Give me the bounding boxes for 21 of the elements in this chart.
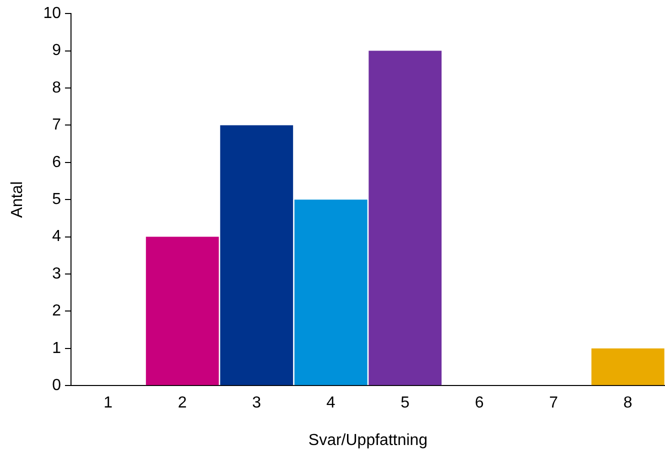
x-tick-label: 8: [623, 394, 632, 412]
x-axis-title: Svar/Uppfattning: [308, 432, 428, 449]
y-tick-label: 1: [52, 340, 62, 357]
y-tick-label: 10: [43, 5, 62, 22]
x-tick-label: 2: [178, 394, 187, 412]
y-tick-label: 9: [52, 42, 62, 60]
y-tick-label: 0: [52, 377, 62, 394]
y-tick-label: 6: [52, 154, 62, 171]
x-tick-label: 5: [400, 394, 410, 412]
x-tick-label: 3: [252, 394, 262, 412]
x-tick-label: 4: [326, 394, 336, 412]
x-tick-label: 7: [549, 394, 558, 412]
y-tick-label: 8: [52, 79, 62, 96]
y-tick-label: 4: [52, 228, 62, 246]
x-tick-label: 6: [474, 394, 484, 412]
y-tick-label: 5: [52, 191, 62, 208]
y-axis-title: Antal: [9, 181, 26, 218]
x-tick-label: 1: [104, 394, 113, 412]
y-tick-label: 7: [52, 116, 62, 134]
y-tick-label: 2: [52, 302, 62, 320]
y-tick-label: 3: [52, 265, 62, 282]
